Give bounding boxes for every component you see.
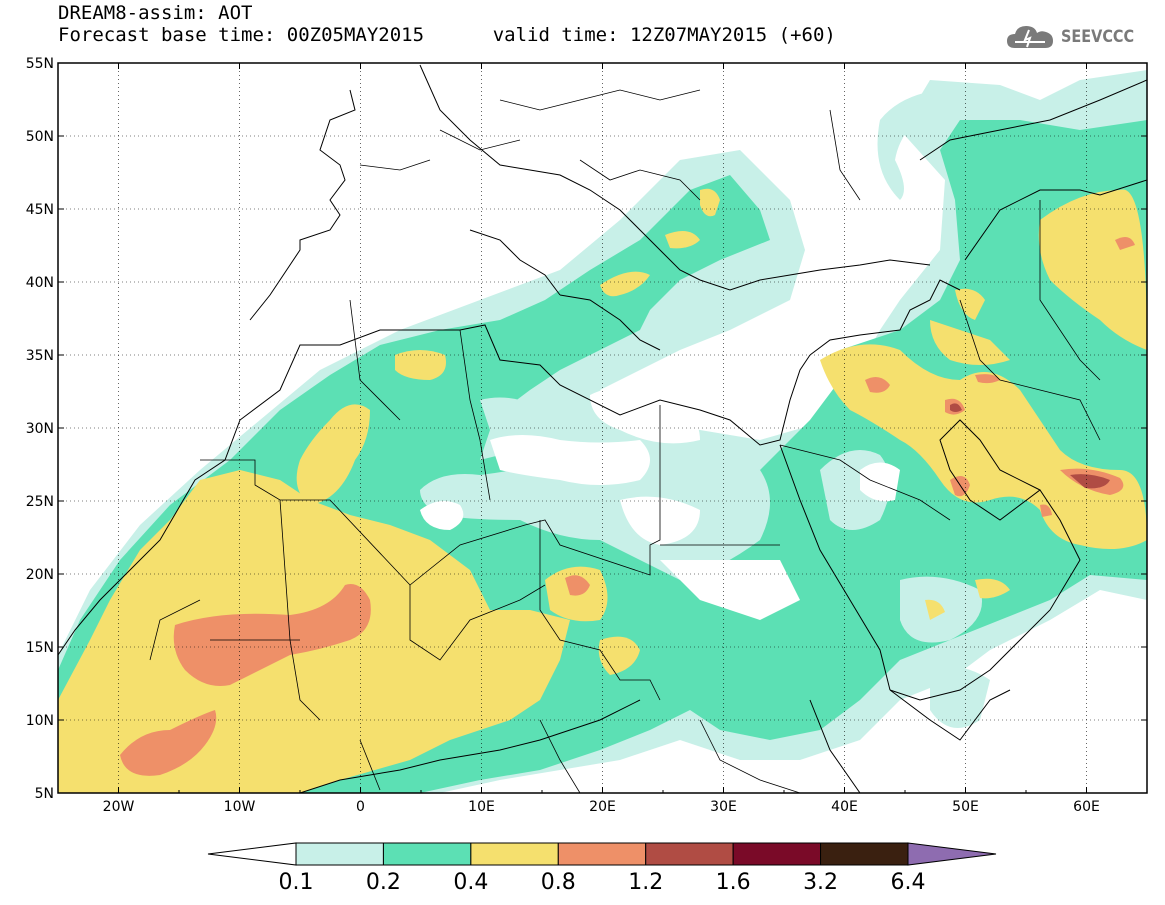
colorbar-label: 6.4 <box>891 870 926 895</box>
colorbar-label: 1.6 <box>716 870 751 895</box>
colorbar-box <box>820 842 909 866</box>
lon-tick-label: 20W <box>103 799 135 815</box>
valid-time: valid time: 12Z07MAY2015 (+60) <box>492 24 836 46</box>
lon-tick-label: 10E <box>468 799 495 815</box>
colorbar-box <box>645 842 734 866</box>
lon-tick-label: 60E <box>1073 799 1100 815</box>
lat-tick-label: 5N <box>35 786 54 802</box>
colorbar-box <box>295 842 384 866</box>
cloud-icon <box>1006 26 1053 48</box>
colorbar-label: 0.1 <box>279 870 314 895</box>
colorbar-under-triangle <box>207 842 297 866</box>
colorbar-box <box>470 842 559 866</box>
colorbar-label: 3.2 <box>803 870 838 895</box>
aot-interior-clear <box>420 348 900 620</box>
colorbar-box <box>382 842 472 866</box>
lon-tick-label: 40E <box>831 799 858 815</box>
colorbar-label: 1.2 <box>628 870 663 895</box>
lon-tick-label: 50E <box>952 799 979 815</box>
lon-tick-label: 20E <box>589 799 616 815</box>
colorbar-label: 0.4 <box>453 870 488 895</box>
lat-tick-label: 30N <box>26 421 54 437</box>
lat-tick-label: 50N <box>26 129 54 145</box>
lon-tick-label: 30E <box>710 799 737 815</box>
coastlines <box>58 64 1147 793</box>
product-title: DREAM8-assim: AOT <box>58 2 253 24</box>
colorbar-over-triangle <box>907 842 997 866</box>
aot-interior-low <box>420 397 990 728</box>
lat-tick-label: 45N <box>26 202 54 218</box>
graticule <box>58 63 1147 793</box>
colorbar-label: 0.2 <box>366 870 401 895</box>
country-borders <box>149 89 1101 793</box>
colorbar-box <box>732 842 822 866</box>
aot-level-1-2 <box>950 403 1110 489</box>
logo-text: SEEVCCC <box>1060 27 1135 47</box>
colorbar-box <box>557 842 647 866</box>
colorbar-label: 0.8 <box>541 870 576 895</box>
lat-tick-label: 10N <box>26 713 54 729</box>
lat-tick-label: 15N <box>26 640 54 656</box>
lon-tick-label: 0 <box>356 799 365 815</box>
lat-tick-label: 35N <box>26 348 54 364</box>
axis-labels: 5N 10N 15N 20N 25N 30N 35N 40N 45N 50N 55N 20W 10W 0 1… <box>26 56 1100 815</box>
lat-tick-label: 20N <box>26 567 54 583</box>
colorbar: 0.1 0.2 0.4 0.8 1.2 1.6 3.2 6.4 <box>207 842 997 895</box>
lat-tick-label: 25N <box>26 494 54 510</box>
lat-tick-label: 55N <box>26 56 54 72</box>
seevccc-logo: SEEVCCC <box>1005 22 1147 52</box>
lon-tick-label: 10W <box>224 799 256 815</box>
map-header: DREAM8-assim: AOT Forecast base time: 00… <box>58 2 836 46</box>
forecast-base-time: Forecast base time: 00Z05MAY2015 <box>58 24 425 46</box>
axis-ticks <box>57 62 1148 794</box>
aot-field <box>58 63 1147 793</box>
lat-tick-label: 40N <box>26 275 54 291</box>
